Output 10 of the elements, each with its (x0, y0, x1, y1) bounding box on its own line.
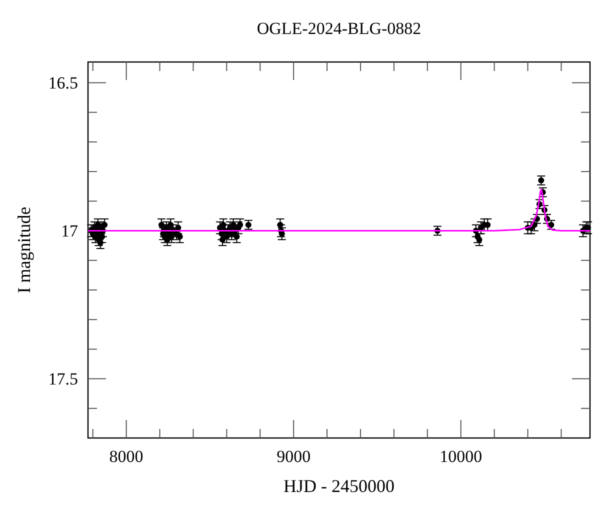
y-axis-title: I magnitude (14, 206, 34, 294)
x-tick-label: 9000 (276, 447, 311, 466)
x-tick-label: 10000 (440, 447, 482, 466)
chart-title: OGLE-2024-BLG-0882 (256, 19, 422, 38)
x-tick-label: 8000 (109, 447, 144, 466)
line-series (87, 188, 591, 232)
x-axis-title: HJD - 2450000 (284, 476, 394, 496)
y-tick-label: 17.5 (48, 370, 78, 389)
y-tick-label: 16.5 (48, 74, 78, 93)
y-tick-label: 17 (61, 222, 78, 241)
